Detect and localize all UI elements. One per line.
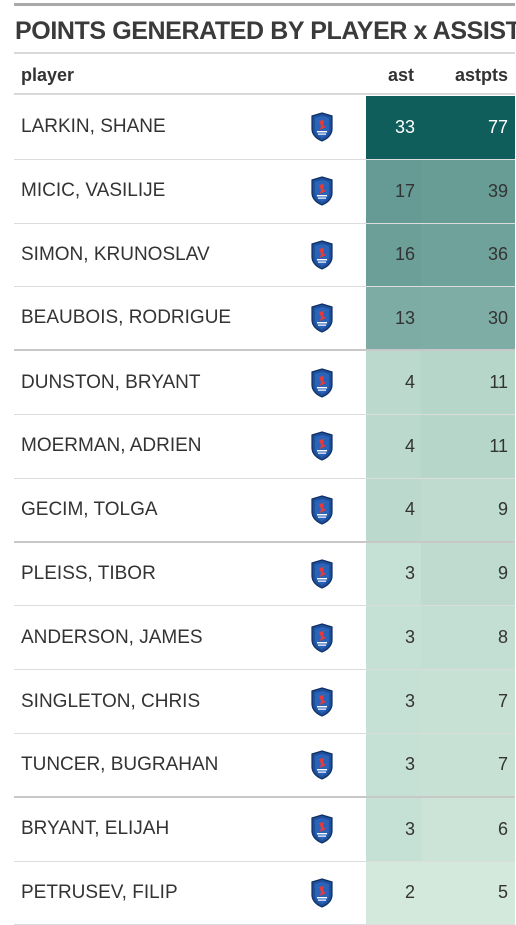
player-name: TUNCER, BUGRAHAN xyxy=(21,753,219,775)
ast-cell: 3 xyxy=(366,542,421,606)
ast-cell: 3 xyxy=(366,733,421,796)
table-row: MOERMAN, ADRIEN 4 11 xyxy=(14,414,515,479)
team-shield-icon xyxy=(310,160,334,223)
astpts-cell: 7 xyxy=(421,670,515,733)
player-name: GECIM, TOLGA xyxy=(21,498,158,520)
player-name: BEAUBOIS, RODRIGUE xyxy=(21,307,232,329)
table-row: PLEISS, TIBOR 3 9 xyxy=(14,542,515,607)
table-row: BEAUBOIS, RODRIGUE 13 30 xyxy=(14,287,515,352)
team-shield-icon xyxy=(310,224,334,287)
ast-cell: 4 xyxy=(366,478,421,541)
team-shield-icon xyxy=(310,96,334,159)
team-shield-icon xyxy=(310,798,334,861)
team-shield-icon xyxy=(310,287,334,349)
ast-cell: 4 xyxy=(366,351,421,414)
top-rule xyxy=(14,3,515,6)
table-title: POINTS GENERATED BY PLAYER x ASSISTS xyxy=(15,17,516,45)
astpts-cell: 11 xyxy=(421,351,515,414)
astpts-cell: 39 xyxy=(421,159,515,223)
astpts-cell: 5 xyxy=(421,861,515,925)
team-shield-icon xyxy=(310,479,334,541)
table-row: ANDERSON, JAMES 3 8 xyxy=(14,606,515,671)
player-name: ANDERSON, JAMES xyxy=(21,626,203,648)
astpts-cell: 77 xyxy=(421,96,515,159)
table-row: SIMON, KRUNOSLAV 16 36 xyxy=(14,223,515,288)
astpts-cell: 9 xyxy=(421,478,515,541)
ast-cell: 3 xyxy=(366,606,421,670)
column-header-player: player xyxy=(21,65,75,85)
player-name: SIMON, KRUNOSLAV xyxy=(21,243,210,265)
astpts-cell: 9 xyxy=(421,542,515,606)
player-name: PETRUSEV, FILIP xyxy=(21,881,178,903)
table-row: LARKIN, SHANE 33 77 xyxy=(14,96,515,160)
team-shield-icon xyxy=(310,543,334,606)
table-row: SINGLETON, CHRIS 3 7 xyxy=(14,670,515,734)
player-name: PLEISS, TIBOR xyxy=(21,562,156,584)
team-shield-icon xyxy=(310,670,334,733)
astpts-cell: 7 xyxy=(421,733,515,796)
team-shield-icon xyxy=(310,351,334,414)
ast-cell: 4 xyxy=(366,414,421,478)
table-row: MICIC, VASILIJE 17 39 xyxy=(14,159,515,224)
table-row: PETRUSEV, FILIP 2 5 xyxy=(14,861,515,925)
table-row: GECIM, TOLGA 4 9 xyxy=(14,478,515,543)
ast-cell: 33 xyxy=(366,96,421,159)
table-row: DUNSTON, BRYANT 4 11 xyxy=(14,351,515,415)
team-shield-icon xyxy=(310,862,334,925)
astpts-cell: 11 xyxy=(421,414,515,478)
player-name: LARKIN, SHANE xyxy=(21,116,166,138)
table-header: player ast astpts xyxy=(14,52,515,95)
ast-cell: 3 xyxy=(366,797,421,861)
player-name: MOERMAN, ADRIEN xyxy=(21,435,202,457)
player-name: DUNSTON, BRYANT xyxy=(21,371,201,393)
ast-cell: 2 xyxy=(366,861,421,925)
player-name: BRYANT, ELIJAH xyxy=(21,818,170,840)
table-row: TUNCER, BUGRAHAN 3 7 xyxy=(14,733,515,798)
column-header-astpts: astpts xyxy=(454,65,508,85)
table-row: BRYANT, ELIJAH 3 6 xyxy=(14,797,515,862)
ast-cell: 3 xyxy=(366,670,421,733)
astpts-cell: 30 xyxy=(421,287,515,350)
table-body: LARKIN, SHANE 33 77 MICIC, VASILIJE 17 39 SIMO… xyxy=(14,96,515,925)
player-name: MICIC, VASILIJE xyxy=(21,180,166,202)
team-shield-icon xyxy=(310,734,334,796)
ast-cell: 17 xyxy=(366,159,421,223)
astpts-cell: 8 xyxy=(421,606,515,670)
team-shield-icon xyxy=(310,606,334,669)
ast-cell: 13 xyxy=(366,287,421,350)
player-name: SINGLETON, CHRIS xyxy=(21,690,201,712)
column-header-ast: ast xyxy=(387,65,414,85)
astpts-cell: 36 xyxy=(421,223,515,287)
ast-cell: 16 xyxy=(366,223,421,287)
team-shield-icon xyxy=(310,415,334,478)
astpts-cell: 6 xyxy=(421,797,515,861)
